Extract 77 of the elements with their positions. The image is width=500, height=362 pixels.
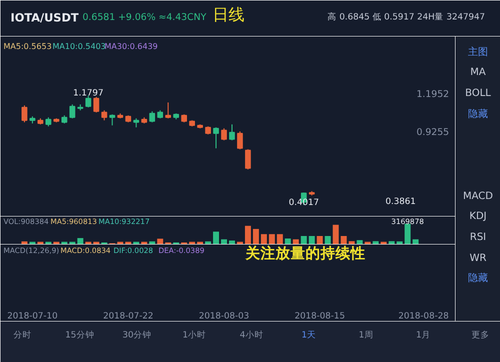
candlestick: [93, 96, 100, 113]
bar: [284, 238, 291, 244]
text: 隐藏: [468, 272, 488, 284]
y-tick-label: 0.9255: [416, 126, 450, 138]
bar: [252, 228, 259, 244]
x-tick-label: 2018-08-28: [398, 312, 449, 322]
candlestick: [85, 95, 92, 108]
bar: [221, 239, 227, 244]
bar: [356, 240, 363, 244]
candlestick: [22, 104, 28, 123]
text: 隐藏: [468, 108, 488, 120]
text: 日线: [212, 5, 244, 24]
bar: [308, 236, 315, 244]
text: 4小时: [240, 330, 264, 340]
candlestick: [101, 110, 108, 121]
bar: [324, 236, 331, 244]
y-tick-label: 1.1952: [416, 88, 450, 100]
annotation: 0.3861: [386, 197, 416, 207]
annotation: MA5:0.5653: [4, 42, 52, 51]
text: 1周: [358, 330, 374, 340]
x-tick-label: 2018-07-10: [7, 312, 58, 322]
text: 高 0.6845 低 0.5917 24H量 3247947: [328, 12, 486, 22]
annotation: 1.1797: [73, 88, 104, 99]
bar: [229, 240, 235, 244]
text: 1天: [301, 330, 316, 340]
text: KDJ: [469, 211, 487, 222]
text: MACD: [463, 191, 494, 202]
bar: [157, 238, 164, 244]
bar: [276, 234, 283, 244]
text: 15分钟: [65, 330, 94, 340]
bar: [205, 241, 212, 244]
bar: [340, 236, 347, 244]
candlestick: [149, 110, 156, 123]
text: RSI: [470, 232, 486, 243]
bar: [300, 236, 307, 244]
bar: [372, 241, 379, 244]
text: 1小时: [182, 330, 206, 340]
bar: [292, 239, 299, 244]
text: BOLL: [465, 88, 492, 99]
candlestick: [109, 114, 116, 126]
bar: [332, 224, 339, 244]
annotation: 0.4017: [288, 198, 319, 208]
x-tick-label: 2018-07-22: [103, 312, 154, 322]
candlestick: [69, 104, 76, 119]
text: 30分钟: [122, 330, 152, 340]
bar: [21, 241, 28, 244]
candlestick: [221, 128, 227, 141]
bar: [412, 239, 419, 244]
chart-subtitle: 0.6581 +9.06% ≈4.43CNY: [82, 12, 207, 23]
x-tick-label: 2018-08-03: [198, 312, 250, 322]
bar: [404, 224, 411, 244]
candlestick: [237, 130, 243, 150]
candlestick: [213, 126, 219, 149]
text: 关注放量的持续性: [244, 244, 366, 262]
candlestick: [165, 102, 172, 119]
bar: [388, 241, 395, 244]
x-tick-label: 2018-08-15: [294, 312, 345, 322]
bar: [260, 234, 267, 244]
bar: [348, 241, 355, 244]
bar: [244, 226, 251, 244]
text: WR: [470, 253, 486, 264]
bar: [213, 232, 220, 244]
bar: [77, 238, 84, 244]
chart-title: IOTA/USDT: [10, 10, 79, 24]
bar: [396, 241, 403, 244]
text: 主图: [468, 46, 488, 58]
text: 更多: [472, 330, 490, 340]
candlestick: [229, 124, 235, 141]
bar: [149, 241, 156, 244]
bar: [268, 234, 275, 244]
annotation: MA10:0.5403: [52, 42, 106, 51]
text: 1月: [416, 330, 431, 340]
bar: [316, 236, 323, 244]
text: 分时: [14, 330, 32, 340]
annotation: MA30:0.6439: [104, 42, 158, 51]
candlestick: [245, 148, 251, 170]
text: MA: [470, 67, 486, 78]
